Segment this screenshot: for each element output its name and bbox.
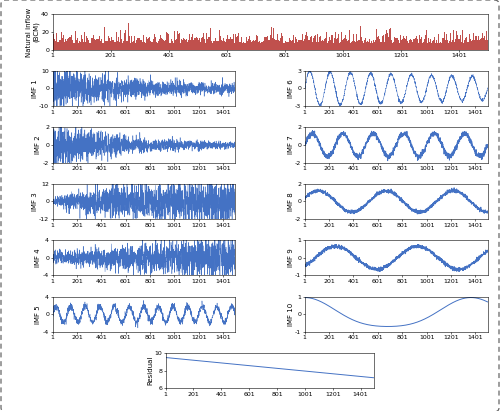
- Y-axis label: IMF 5: IMF 5: [36, 305, 42, 323]
- Y-axis label: IMF 8: IMF 8: [288, 192, 294, 211]
- Y-axis label: Natural inflow
(BCM): Natural inflow (BCM): [26, 7, 40, 57]
- Y-axis label: IMF 1: IMF 1: [32, 79, 38, 98]
- Y-axis label: IMF 7: IMF 7: [288, 136, 294, 154]
- Y-axis label: Residual: Residual: [147, 356, 153, 386]
- Y-axis label: IMF 2: IMF 2: [36, 136, 42, 154]
- Y-axis label: IMF 9: IMF 9: [288, 249, 294, 267]
- Y-axis label: IMF 6: IMF 6: [288, 79, 294, 98]
- Y-axis label: IMF 4: IMF 4: [36, 249, 42, 267]
- Y-axis label: IMF 10: IMF 10: [288, 302, 294, 326]
- Y-axis label: IMF 3: IMF 3: [32, 192, 38, 211]
